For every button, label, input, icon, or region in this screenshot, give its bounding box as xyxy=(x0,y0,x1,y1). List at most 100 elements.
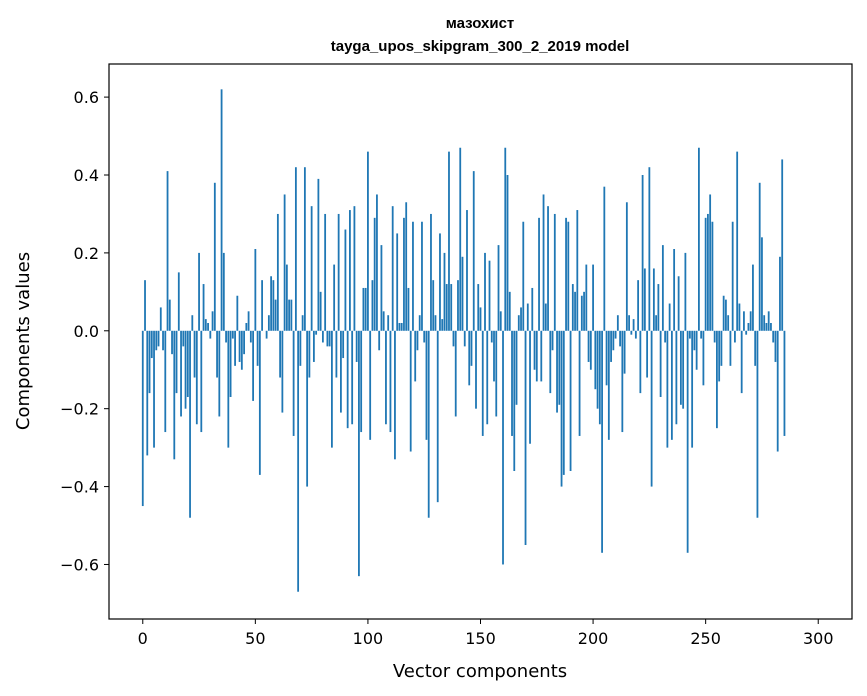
bar xyxy=(367,151,369,331)
bar xyxy=(396,233,399,331)
bar xyxy=(765,323,768,331)
bar xyxy=(560,330,563,487)
bar xyxy=(531,287,534,331)
bar xyxy=(159,307,162,331)
bar xyxy=(612,330,615,351)
bar xyxy=(495,330,498,417)
bar xyxy=(274,299,277,331)
bar xyxy=(222,252,225,331)
bar xyxy=(488,260,491,331)
bar xyxy=(387,315,390,331)
bar xyxy=(198,252,200,331)
bar xyxy=(677,276,680,331)
bar xyxy=(497,245,500,331)
bar xyxy=(718,330,721,382)
bar xyxy=(427,330,430,518)
bar xyxy=(490,330,493,343)
bar xyxy=(468,330,471,386)
bar xyxy=(720,330,723,366)
bar xyxy=(407,287,410,331)
bar xyxy=(745,330,748,335)
bar xyxy=(614,330,617,339)
bar xyxy=(470,330,473,366)
bar xyxy=(409,330,412,452)
bar xyxy=(515,330,518,405)
bar xyxy=(592,264,594,331)
bar xyxy=(249,330,252,343)
bar xyxy=(434,315,437,331)
bar xyxy=(693,330,696,351)
bar xyxy=(351,330,354,425)
bar xyxy=(695,330,698,370)
bar xyxy=(312,330,315,362)
bar xyxy=(238,330,241,362)
bar xyxy=(529,330,531,444)
bar xyxy=(684,252,687,331)
bar xyxy=(517,315,520,331)
bar xyxy=(315,330,318,335)
bar xyxy=(657,284,660,331)
bar xyxy=(688,330,691,339)
bar xyxy=(157,330,160,347)
bar xyxy=(290,299,293,331)
bar xyxy=(727,315,730,331)
bar xyxy=(578,330,581,436)
bar xyxy=(150,330,153,359)
bar xyxy=(679,330,682,405)
bar xyxy=(587,330,590,362)
bar xyxy=(734,330,736,343)
bar xyxy=(195,330,198,425)
bar xyxy=(639,330,642,394)
bar xyxy=(162,330,164,351)
bar xyxy=(394,330,396,460)
bar xyxy=(628,315,630,331)
bar xyxy=(767,311,770,331)
y-axis-label: Components values xyxy=(13,252,34,430)
bar xyxy=(562,330,565,475)
bar xyxy=(740,330,743,394)
bar xyxy=(736,151,739,331)
bar xyxy=(243,330,245,355)
bar xyxy=(430,213,432,331)
bar xyxy=(207,323,209,331)
bar xyxy=(378,330,381,351)
bar xyxy=(461,256,464,331)
bar xyxy=(466,210,468,331)
bar xyxy=(342,330,345,359)
bar xyxy=(513,330,516,471)
chart-subtitle: tayga_upos_skipgram_300_2_2019 model xyxy=(331,38,630,55)
x-axis: 0 50 100 150 200 250 300 xyxy=(138,619,834,648)
bar xyxy=(416,330,419,351)
y-tick-label: −0.4 xyxy=(60,478,99,497)
bar xyxy=(774,330,777,362)
bar xyxy=(418,315,421,331)
bar xyxy=(738,303,741,331)
bar xyxy=(650,330,653,487)
bar xyxy=(526,303,529,331)
bar xyxy=(220,89,223,331)
bar xyxy=(707,213,709,331)
bar xyxy=(319,291,322,331)
y-tick-label: −0.6 xyxy=(60,555,99,574)
bar xyxy=(326,330,329,347)
bar xyxy=(725,299,727,331)
bar xyxy=(355,330,358,362)
y-tick-label: 0.4 xyxy=(74,166,99,185)
bar xyxy=(144,280,146,331)
bar xyxy=(655,315,658,331)
bar xyxy=(231,330,234,339)
bar xyxy=(535,330,538,382)
bar xyxy=(457,280,459,331)
bar xyxy=(601,330,603,553)
bar xyxy=(180,330,182,417)
bar xyxy=(240,330,243,370)
bar xyxy=(698,147,700,331)
bar xyxy=(450,284,453,331)
bar xyxy=(439,233,441,331)
bar xyxy=(285,264,288,331)
bar xyxy=(607,330,610,440)
bar xyxy=(619,330,621,347)
bar xyxy=(436,330,439,503)
bar xyxy=(335,330,338,378)
bar xyxy=(637,280,640,331)
